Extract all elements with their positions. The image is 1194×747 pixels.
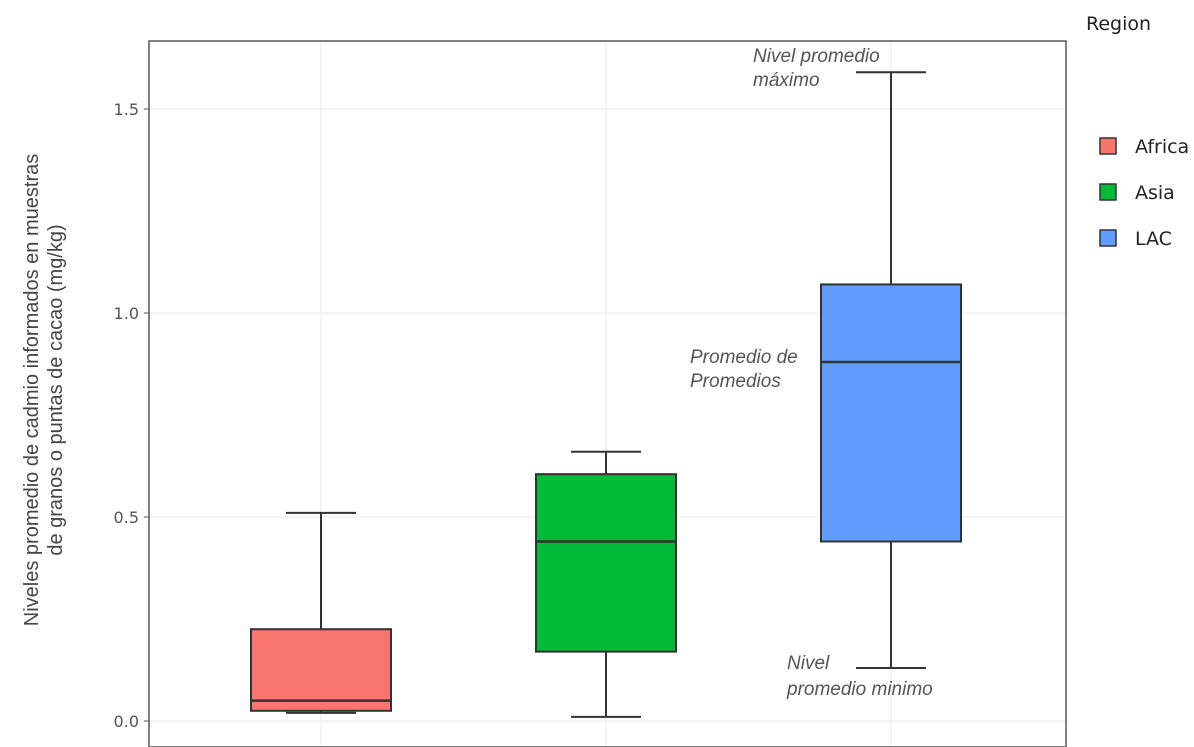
annotation-median-line-1: Promedio de	[690, 347, 798, 368]
annotation-min-line-1: Nivel	[787, 653, 830, 674]
annotation-min-line-2: promedio minimo	[786, 679, 933, 700]
legend-title: Region	[1086, 13, 1151, 35]
y-tick-label: 0.0	[114, 712, 139, 731]
annotation-median: Promedio de Promedios	[690, 347, 798, 392]
legend-swatch-lac	[1099, 229, 1117, 247]
annotation-min: Nivel promedio minimo	[786, 653, 933, 700]
legend-label-africa: Africa	[1135, 136, 1189, 158]
box-iqr	[820, 283, 962, 543]
annotation-max-line-2: máximo	[753, 70, 820, 91]
annotation-max-line-1: Nivel promedio	[753, 46, 880, 67]
legend: Region Africa Asia LAC	[1086, 13, 1189, 250]
y-tick-label: 1.0	[114, 304, 139, 323]
legend-label-asia: Asia	[1135, 182, 1175, 204]
box-africa	[250, 511, 392, 714]
legend-swatch-africa	[1099, 137, 1117, 155]
box-asia	[535, 450, 677, 718]
plot-border	[148, 40, 1067, 747]
plot-area: 0.0 0.5 1.0 1.5	[114, 40, 1067, 747]
legend-label-lac: LAC	[1135, 228, 1172, 250]
box-iqr	[535, 473, 677, 653]
box-lac	[820, 71, 962, 669]
legend-swatch-asia	[1099, 183, 1117, 201]
y-axis-label-line-2: de granos o puntas de cacao (mg/kg)	[45, 224, 67, 555]
y-axis-label-line-1: Niveles promedio de cadmio informados en…	[21, 154, 43, 626]
annotation-median-line-2: Promedios	[690, 371, 781, 392]
y-tick-label: 0.5	[114, 508, 139, 527]
y-tick-label: 1.5	[114, 100, 139, 119]
annotation-max: Nivel promedio máximo	[753, 46, 880, 91]
box-iqr	[250, 628, 392, 712]
